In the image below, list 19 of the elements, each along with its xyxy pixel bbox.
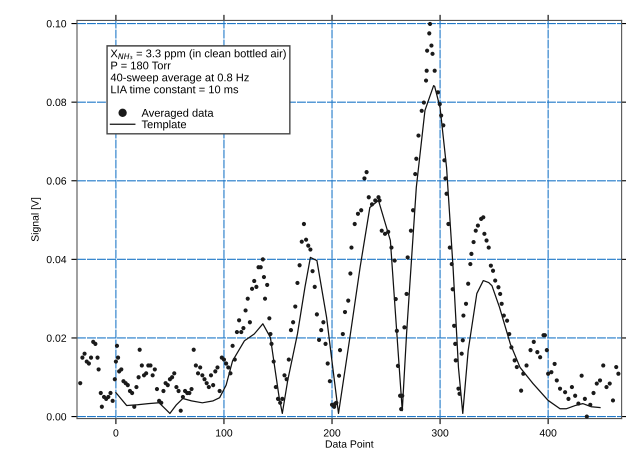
y-tick-label: 0.08 [46, 98, 66, 106]
x-tick-label: 200 [324, 429, 340, 437]
x-tick-label: 300 [432, 429, 448, 437]
annotation: 40-sweep average at 0.8 Hz [110, 74, 249, 84]
y-axis-title: Signal [V] [31, 198, 41, 242]
y-tick-label: 0.02 [46, 334, 66, 342]
y-tick-label: 0.04 [46, 256, 66, 264]
annotation: X$_{NH₃}$ = 3.3 ppm (in clean bottled air) [110, 49, 286, 60]
x-tick-label: 400 [540, 429, 556, 437]
x-tick-label: 100 [216, 429, 232, 437]
annotation: LIA time constant = 10 ms [111, 85, 238, 94]
y-tick-label: 0.06 [46, 177, 66, 185]
y-tick-label: 0.10 [46, 20, 66, 28]
legend-label: Template [142, 120, 186, 130]
x-axis-title: Data Point [326, 440, 374, 448]
annotation: P = 180 Torr [111, 62, 171, 70]
y-tick-label: 0.00 [46, 413, 66, 420]
legend-label: Averaged data [142, 108, 214, 119]
x-tick-label: 0 [113, 429, 118, 437]
